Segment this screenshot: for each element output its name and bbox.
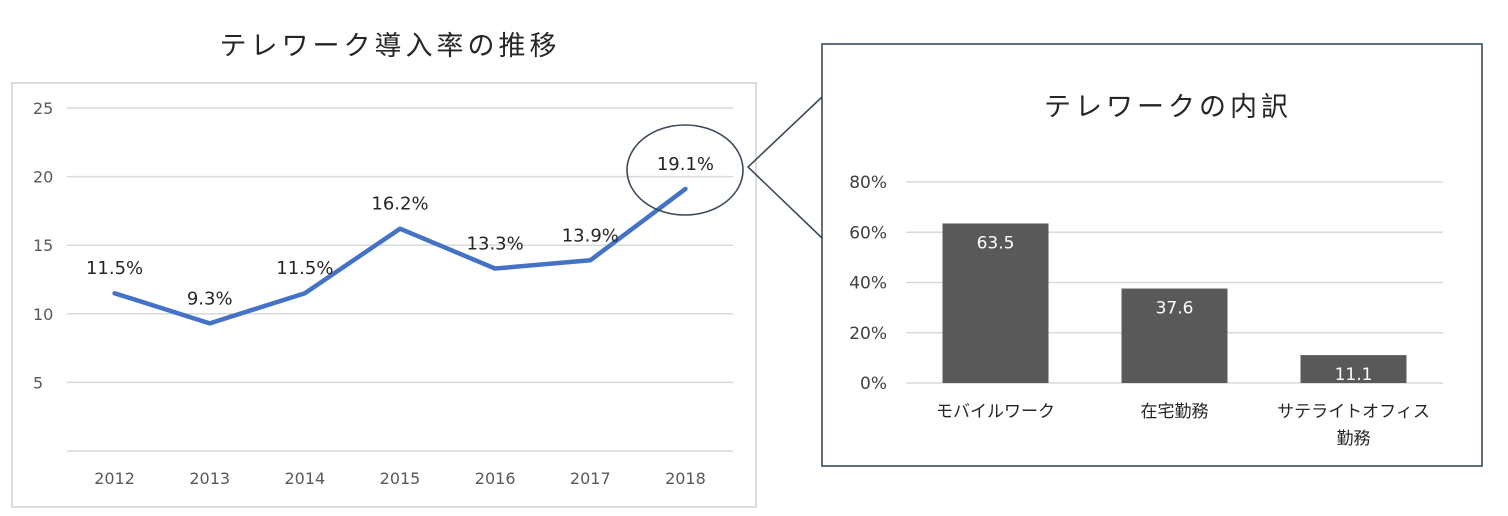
line-data-label: 13.9% (562, 225, 619, 246)
line-chart-ytick-label: 20 (33, 168, 53, 187)
bar-1 (942, 223, 1049, 383)
bar-category-label: 在宅勤務 (1141, 402, 1209, 422)
bar-chart-ytick-label: 60% (849, 223, 887, 243)
bar-chart-telework-breakdown: テレワークの内訳 0% 20% 40% 60% 80% 63.5 37.6 11.1 モバイ… (821, 43, 1483, 467)
line-chart-xtick-label: 2012 (94, 469, 135, 488)
line-chart-telework-adoption: テレワーク導入率の推移 5 10 15 20 25 2012 2013 2014 2015 20… (11, 31, 757, 508)
bar-category-label: サテライトオフィス (1277, 402, 1430, 422)
line-data-label: 9.3% (187, 288, 233, 309)
line-data-label: 11.5% (86, 258, 143, 279)
line-chart-xtick-label: 2018 (665, 469, 706, 488)
callout-connector (746, 96, 823, 239)
highlight-circle-2018 (626, 124, 744, 216)
bar-chart-ytick-label: 0% (860, 374, 887, 394)
bar-chart-ytick-label: 20% (849, 324, 887, 344)
line-chart-xtick-label: 2014 (284, 469, 325, 488)
line-data-label: 11.5% (276, 258, 333, 279)
line-series-adoption-rate (112, 186, 688, 326)
line-data-label: 16.2% (371, 194, 428, 215)
bar-3 (1300, 355, 1407, 383)
line-data-label: 13.3% (467, 234, 524, 255)
line-data-label: 19.1% (657, 154, 714, 175)
line-chart-ytick-label: 25 (33, 99, 53, 118)
bar-category-label: モバイルワーク (936, 402, 1055, 422)
bar-2 (1121, 288, 1228, 383)
bar-chart-frame (821, 43, 1483, 467)
bar-data-label: 63.5 (977, 233, 1015, 253)
line-chart-xtick-label: 2016 (475, 469, 516, 488)
line-chart-ytick-label: 10 (33, 305, 53, 324)
bar-data-label: 11.1 (1335, 365, 1373, 385)
bar-chart-ytick-label: 40% (849, 274, 887, 294)
line-chart-frame (11, 82, 757, 508)
line-chart-ytick-label: 5 (33, 373, 43, 392)
bar-data-label: 37.6 (1156, 299, 1194, 319)
bar-chart-ytick-label: 80% (849, 173, 887, 193)
line-chart-xtick-label: 2015 (380, 469, 421, 488)
line-chart-xtick-label: 2013 (189, 469, 230, 488)
line-chart-xtick-label: 2017 (570, 469, 611, 488)
line-chart-ytick-label: 15 (33, 236, 53, 255)
bar-category-label: 勤務 (1337, 429, 1371, 449)
bar-chart-title: テレワークの内訳 (1044, 92, 1292, 123)
line-chart-title: テレワーク導入率の推移 (220, 31, 561, 62)
